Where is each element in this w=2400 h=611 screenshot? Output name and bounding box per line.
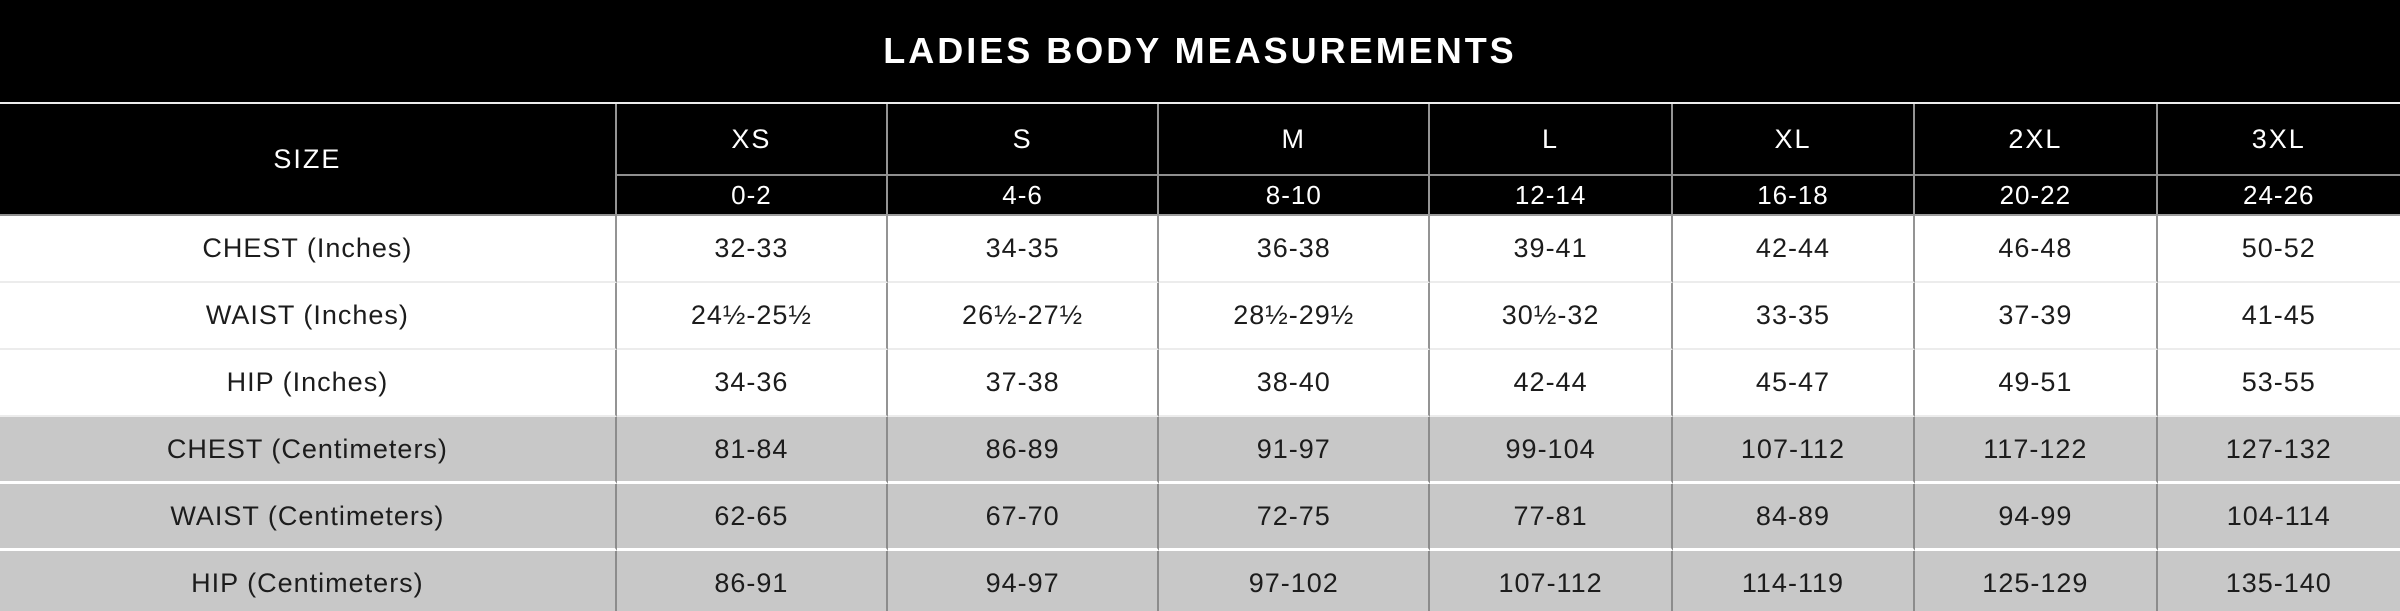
measurement-cell: 125-129 [1915,551,2158,611]
row-label-waist-centimeters: WAIST (Centimeters) [0,484,617,551]
size-number-row: 0-2 4-6 8-10 12-14 16-18 20-22 24-26 [0,176,2400,216]
column-header-s: S [888,104,1160,176]
size-range-xl: 16-18 [1672,176,1916,216]
size-range-xs: 0-2 [616,176,888,216]
size-range-m: 8-10 [1159,176,1431,216]
measurement-cell: 33-35 [1672,283,1916,350]
measurement-cell: 107-112 [1430,551,1673,611]
size-range-3xl: 24-26 [2157,176,2400,216]
measurement-cell: 127-132 [2157,417,2400,484]
measurement-cell: 38-40 [1159,350,1431,417]
measurement-cell: 30½-32 [1430,283,1673,350]
size-range-s: 4-6 [888,176,1160,216]
measurement-cell: 117-122 [1915,417,2158,484]
measurement-cell: 26½-27½ [888,283,1160,350]
size-range-2xl: 20-22 [1915,176,2158,216]
measurement-cell: 34-35 [888,216,1160,283]
table-row-hip-inches: HIP (Inches) 34-36 37-38 38-40 42-44 45-… [0,350,2400,417]
measurement-cell: 28½-29½ [1159,283,1431,350]
measurement-cell: 86-91 [616,551,888,611]
measurement-cell: 36-38 [1159,216,1431,283]
column-header-m: M [1159,104,1431,176]
measurement-cell: 53-55 [2157,350,2400,417]
measurement-cell: 39-41 [1430,216,1673,283]
size-label-row: SIZE XS S M L XL 2XL 3XL [0,104,2400,216]
measurement-cell: 42-44 [1672,216,1916,283]
title-banner: LADIES BODY MEASUREMENTS [0,0,2400,104]
measurement-cell: 24½-25½ [616,283,888,350]
measurement-cell: 94-99 [1915,484,2158,551]
measurement-cell: 32-33 [616,216,888,283]
table-row-waist-inches: WAIST (Inches) 24½-25½ 26½-27½ 28½-29½ 3… [0,283,2400,350]
column-header-3xl: 3XL [2157,104,2400,176]
measurement-cell: 86-89 [888,417,1160,484]
measurement-cell: 49-51 [1915,350,2158,417]
measurement-cell: 37-38 [888,350,1160,417]
row-label-chest-centimeters: CHEST (Centimeters) [0,417,617,484]
row-label-chest-inches: CHEST (Inches) [0,216,617,283]
row-label-hip-centimeters: HIP (Centimeters) [0,551,617,611]
table-row-hip-centimeters: HIP (Centimeters) 86-91 94-97 97-102 107… [0,551,2400,611]
table-row-chest-inches: CHEST (Inches) 32-33 34-35 36-38 39-41 4… [0,216,2400,283]
size-chart-table: SIZE XS S M L XL 2XL 3XL 0-2 4-6 8-10 12… [0,104,2400,611]
measurement-cell: 62-65 [616,484,888,551]
measurement-cell: 37-39 [1915,283,2158,350]
table-row-waist-centimeters: WAIST (Centimeters) 62-65 67-70 72-75 77… [0,484,2400,551]
measurement-cell: 97-102 [1159,551,1431,611]
measurement-cell: 77-81 [1430,484,1673,551]
measurement-cell: 107-112 [1672,417,1916,484]
row-label-hip-inches: HIP (Inches) [0,350,617,417]
measurement-cell: 114-119 [1672,551,1916,611]
column-header-xl: XL [1672,104,1916,176]
column-header-2xl: 2XL [1915,104,2158,176]
row-label-waist-inches: WAIST (Inches) [0,283,617,350]
measurement-cell: 99-104 [1430,417,1673,484]
table-row-chest-centimeters: CHEST (Centimeters) 81-84 86-89 91-97 99… [0,417,2400,484]
measurement-cell: 135-140 [2157,551,2400,611]
measurement-cell: 91-97 [1159,417,1431,484]
column-header-xs: XS [616,104,888,176]
measurement-cell: 84-89 [1672,484,1916,551]
measurement-cell: 34-36 [616,350,888,417]
size-range-l: 12-14 [1430,176,1673,216]
measurement-cell: 94-97 [888,551,1160,611]
column-header-l: L [1430,104,1673,176]
measurement-cell: 72-75 [1159,484,1431,551]
measurement-cell: 81-84 [616,417,888,484]
size-header-cell: SIZE [0,104,617,216]
measurement-cell: 41-45 [2157,283,2400,350]
measurement-cell: 46-48 [1915,216,2158,283]
measurement-cell: 50-52 [2157,216,2400,283]
measurement-cell: 104-114 [2157,484,2400,551]
measurement-cell: 42-44 [1430,350,1673,417]
measurement-cell: 45-47 [1672,350,1916,417]
page-title: LADIES BODY MEASUREMENTS [883,30,1517,71]
measurement-cell: 67-70 [888,484,1160,551]
